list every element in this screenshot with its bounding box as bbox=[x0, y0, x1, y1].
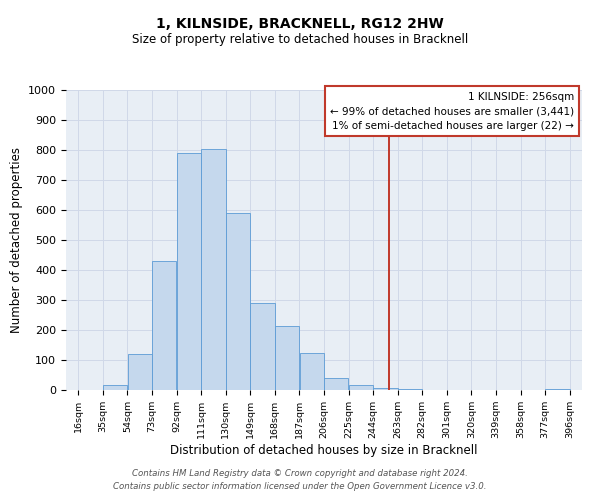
Bar bbox=[373, 388, 398, 390]
Bar bbox=[275, 326, 299, 390]
Text: Contains HM Land Registry data © Crown copyright and database right 2024.: Contains HM Land Registry data © Crown c… bbox=[132, 468, 468, 477]
Bar bbox=[250, 303, 275, 390]
Text: Contains public sector information licensed under the Open Government Licence v3: Contains public sector information licen… bbox=[113, 482, 487, 491]
Bar bbox=[177, 153, 201, 390]
Bar bbox=[202, 148, 226, 390]
Bar bbox=[152, 261, 176, 390]
Bar bbox=[103, 384, 127, 390]
Bar bbox=[226, 213, 250, 390]
Bar bbox=[349, 384, 373, 390]
Bar bbox=[299, 352, 324, 390]
X-axis label: Distribution of detached houses by size in Bracknell: Distribution of detached houses by size … bbox=[170, 444, 478, 457]
Text: 1, KILNSIDE, BRACKNELL, RG12 2HW: 1, KILNSIDE, BRACKNELL, RG12 2HW bbox=[156, 18, 444, 32]
Bar bbox=[128, 354, 152, 390]
Bar bbox=[324, 378, 349, 390]
Y-axis label: Number of detached properties: Number of detached properties bbox=[10, 147, 23, 333]
Text: Size of property relative to detached houses in Bracknell: Size of property relative to detached ho… bbox=[132, 32, 468, 46]
Bar bbox=[545, 388, 569, 390]
Text: 1 KILNSIDE: 256sqm
← 99% of detached houses are smaller (3,441)
1% of semi-detac: 1 KILNSIDE: 256sqm ← 99% of detached hou… bbox=[330, 92, 574, 131]
